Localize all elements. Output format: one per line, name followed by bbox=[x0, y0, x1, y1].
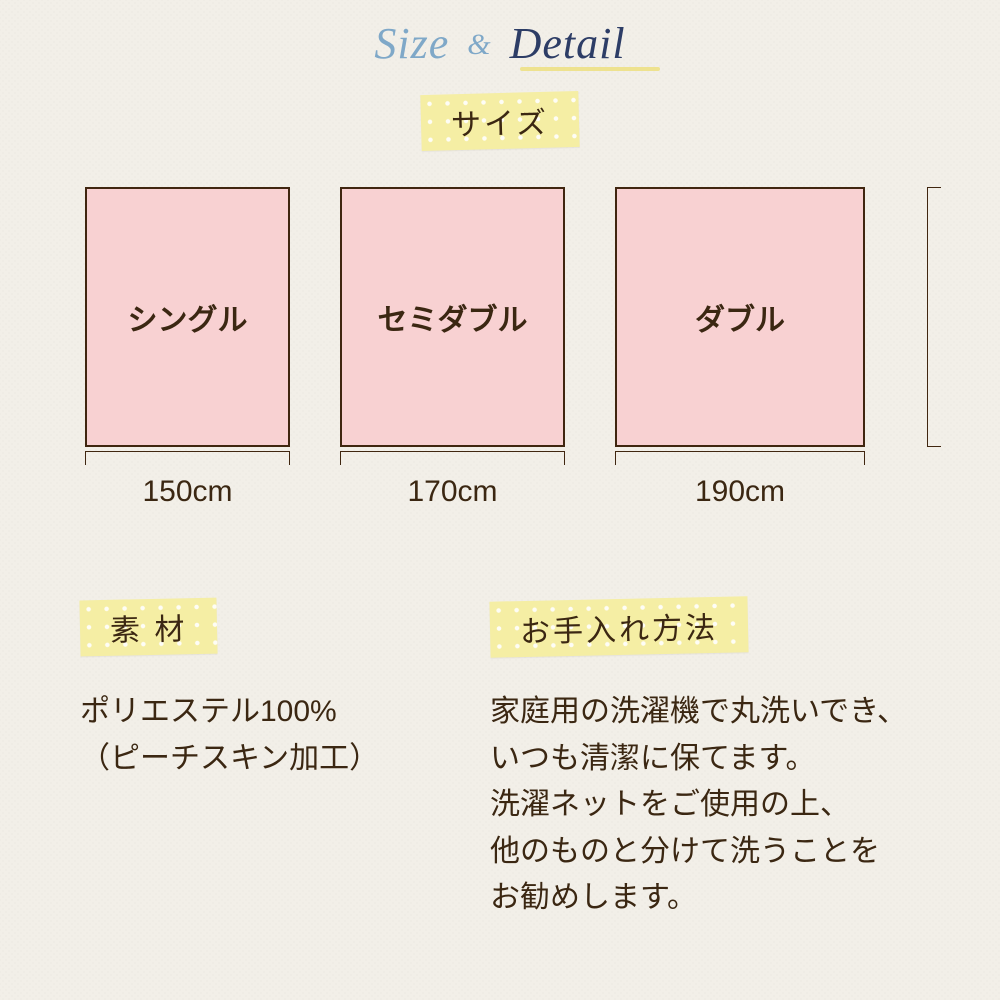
material-text: ポリエステル100% （ピーチスキン加工） bbox=[80, 689, 440, 782]
care-text: 家庭用の洗濯機で丸洗いでき、 いつも清潔に保てます。 洗濯ネットをご使用の上、 … bbox=[490, 689, 990, 922]
width-label-semidouble: 170cm bbox=[340, 475, 565, 509]
size-card-double: ダブル 190cm bbox=[615, 187, 865, 509]
width-bar bbox=[85, 451, 290, 465]
size-rect-semidouble: セミダブル bbox=[340, 187, 565, 447]
page-title: Size & Detail bbox=[0, 0, 1000, 69]
size-card-single: シングル 150cm bbox=[85, 187, 290, 509]
width-label-double: 190cm bbox=[615, 475, 865, 509]
title-word-detail: Detail bbox=[510, 19, 626, 68]
width-bar bbox=[615, 451, 865, 465]
size-card-semidouble: セミダブル 170cm bbox=[340, 187, 565, 509]
width-bar bbox=[340, 451, 565, 465]
size-rect-single: シングル bbox=[85, 187, 290, 447]
title-word-size: Size bbox=[374, 19, 449, 68]
width-label-single: 150cm bbox=[85, 475, 290, 509]
size-heading-tape: サイズ bbox=[420, 91, 580, 151]
material-section: 素 材 ポリエステル100% （ピーチスキン加工） bbox=[80, 599, 440, 922]
title-ampersand: & bbox=[461, 28, 497, 61]
material-heading-tape: 素 材 bbox=[79, 598, 217, 657]
care-section: お手入れ方法 家庭用の洗濯機で丸洗いでき、 いつも清潔に保てます。 洗濯ネットを… bbox=[490, 599, 990, 922]
height-bar bbox=[927, 187, 928, 447]
care-heading-tape: お手入れ方法 bbox=[489, 596, 748, 657]
size-rect-double: ダブル bbox=[615, 187, 865, 447]
size-diagram: シングル 150cm セミダブル 170cm ダブル 190cm 210cm bbox=[0, 187, 1000, 509]
title-underline bbox=[520, 67, 660, 71]
